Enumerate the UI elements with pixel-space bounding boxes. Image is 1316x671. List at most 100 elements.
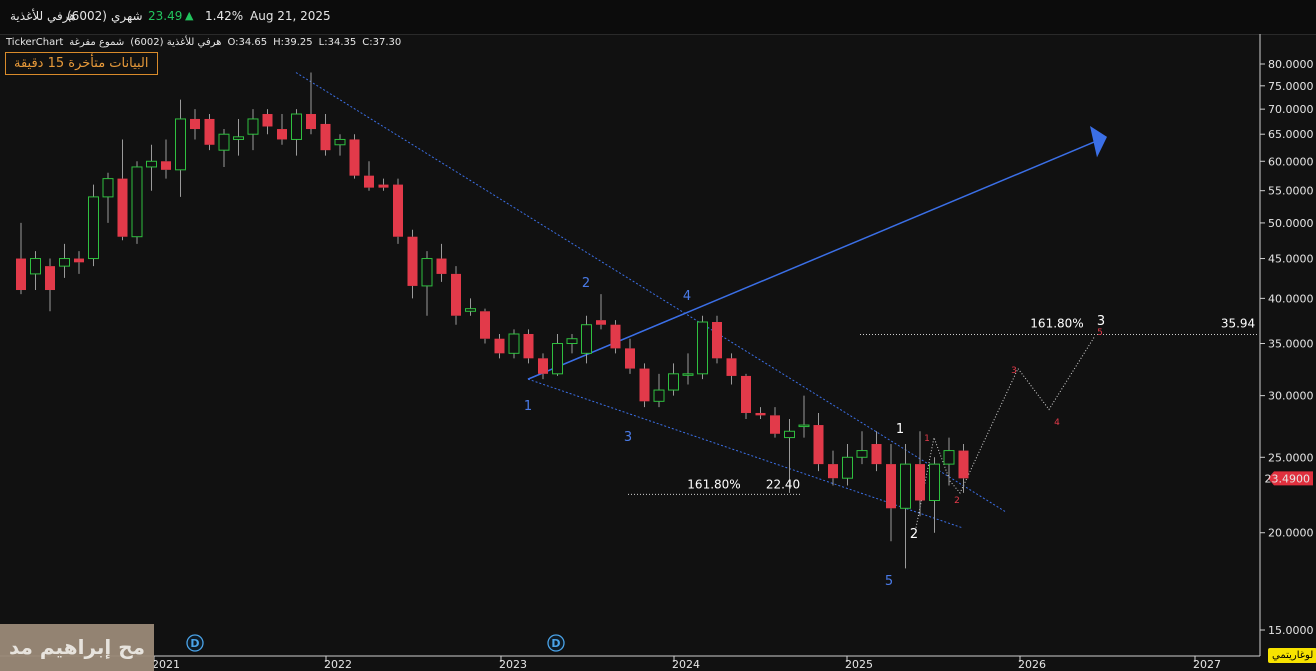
candle-body xyxy=(770,415,780,434)
axes-layer: 80.0000 75.0000 70.0000 65.0000 60.0000 55.00… xyxy=(152,58,1314,671)
symbol-code: (6002) xyxy=(67,9,107,23)
candle-body xyxy=(653,389,665,402)
candle xyxy=(102,172,114,223)
wave-label-white: 3 xyxy=(1097,314,1105,329)
candle xyxy=(131,161,143,244)
candle-body xyxy=(364,175,374,188)
time-tick-label: 2021 xyxy=(152,658,180,671)
candle-body xyxy=(871,444,882,465)
candle xyxy=(407,229,418,299)
dividend-letter: D xyxy=(190,637,199,650)
wave-label-red: 1 xyxy=(924,434,930,444)
candle-body xyxy=(204,118,215,145)
candle xyxy=(218,129,230,167)
time-tick-label: 2024 xyxy=(672,658,700,671)
candle xyxy=(204,114,215,151)
candle-body xyxy=(581,324,592,354)
candle-body xyxy=(334,138,346,146)
candle-body xyxy=(74,258,84,263)
wave-label-blue: 3 xyxy=(624,430,632,445)
candle xyxy=(639,363,650,408)
wave-label-blue: 1 xyxy=(524,399,532,414)
candle-body xyxy=(102,178,114,198)
log-scale-button[interactable]: لوغاريتمي xyxy=(1268,648,1316,663)
last-price-label: 23.4900 xyxy=(1265,472,1311,485)
candle-body xyxy=(262,114,273,127)
candle-body xyxy=(943,450,955,465)
candle-body xyxy=(828,464,838,479)
candle xyxy=(146,144,157,191)
lower-channel-line xyxy=(527,378,963,529)
labels-layer: 161.80% 35.94 161.80% 22.40 1 2 3 4 5 1 2 3 1 2 3 4 5 D D xyxy=(186,276,1255,652)
candle xyxy=(871,431,882,472)
company-name[interactable]: هرفي للأغذية xyxy=(10,9,76,23)
chart-type-label: شموع مفرغة xyxy=(69,37,125,48)
candle-body xyxy=(610,324,621,349)
candle xyxy=(247,109,259,151)
time-tick-label: 2026 xyxy=(1018,658,1046,671)
candle xyxy=(74,251,84,274)
up-arrow-icon: ▲ xyxy=(185,9,194,22)
date-label: Aug 21, 2025 xyxy=(250,9,331,23)
candle-body xyxy=(596,320,606,325)
period-label[interactable]: شهري xyxy=(111,9,143,23)
candle xyxy=(596,294,606,330)
dividend-letter: D xyxy=(551,637,560,650)
candle xyxy=(943,437,955,486)
candles-layer xyxy=(16,72,969,569)
candle xyxy=(421,251,433,316)
candle-body xyxy=(538,358,548,374)
candle-body xyxy=(726,358,737,376)
candle-body xyxy=(523,333,534,359)
candle xyxy=(886,444,896,542)
candle-body xyxy=(146,160,157,168)
candle xyxy=(697,315,708,380)
price-tick-label: 30.0000 xyxy=(1268,390,1314,403)
candle xyxy=(828,450,838,486)
candle-body xyxy=(306,114,316,130)
candle xyxy=(320,114,331,156)
target-arrow-line xyxy=(527,141,1095,380)
price-tick-label: 35.0000 xyxy=(1268,338,1314,351)
candle xyxy=(682,353,694,385)
high-value: H:39.25 xyxy=(273,37,313,48)
fib-upper-percent: 161.80% xyxy=(1030,317,1083,331)
candle-body xyxy=(16,258,26,291)
candle xyxy=(306,72,316,135)
fib-lower-percent: 161.80% xyxy=(687,477,740,491)
candle-body xyxy=(886,464,896,509)
candle-body xyxy=(436,258,447,274)
candle-body xyxy=(552,343,563,375)
candle xyxy=(798,395,810,438)
ohlc-info-line: TickerChart هرفي للأغذية (6002) شموع مفرغة… xyxy=(6,37,407,48)
wave-label-red: 4 xyxy=(1054,418,1060,428)
candle xyxy=(610,320,621,354)
candle-body xyxy=(755,412,766,416)
open-value: O:34.65 xyxy=(227,37,268,48)
candle-body xyxy=(856,450,868,458)
candle-body xyxy=(494,338,505,354)
dividend-marker-icon: D xyxy=(547,634,565,652)
candle-body xyxy=(277,129,287,140)
candle xyxy=(161,139,171,179)
candle-body xyxy=(59,258,70,267)
symbol-header-bar: Aug 21, 2025 1.42% ▲ 23.49 شهري (6002) ه… xyxy=(0,0,1316,35)
price-tick-label: 60.0000 xyxy=(1268,155,1314,168)
projection-path xyxy=(915,335,1096,528)
candle-body xyxy=(247,118,259,135)
candle-body xyxy=(508,333,520,354)
chart-frame xyxy=(0,34,1261,657)
price-tick-label: 15.0000 xyxy=(1268,624,1314,637)
price-tick-label: 80.0000 xyxy=(1268,58,1314,71)
candle-body xyxy=(349,139,360,176)
candle xyxy=(668,363,679,396)
price-tick-label: 55.0000 xyxy=(1268,185,1314,198)
candle-body xyxy=(465,308,476,312)
candle-body xyxy=(798,424,810,428)
candle-body xyxy=(88,196,99,260)
dividend-marker-icon: D xyxy=(186,634,204,652)
candle xyxy=(465,298,476,316)
price-tick-label: 40.0000 xyxy=(1268,292,1314,305)
candle-body xyxy=(117,178,128,237)
